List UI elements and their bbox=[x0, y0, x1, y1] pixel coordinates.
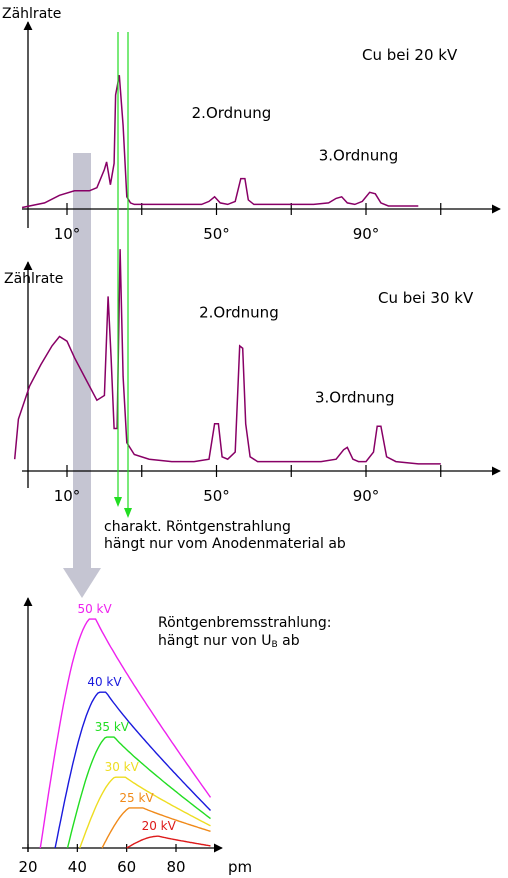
x-axis-unit: pm bbox=[228, 858, 252, 876]
peak-label: 3.Ordnung bbox=[315, 389, 395, 407]
chart-bremsstrahlung: pm 20 40 60 80 50 kV 40 kV 35 kV 30 kV 25 kV 20 … bbox=[18, 597, 332, 876]
x-tick-label: 60 bbox=[117, 858, 136, 876]
bremsstrahlung-title: Röntgenbremsstrahlung: bbox=[158, 615, 332, 631]
curve-label: 25 kV bbox=[119, 791, 154, 805]
curve-label: 20 kV bbox=[142, 819, 177, 833]
bremsstrahlung-curve bbox=[101, 807, 211, 849]
characteristic-peak-guides bbox=[114, 32, 132, 518]
big-transition-arrow bbox=[63, 153, 101, 598]
x-tick-label: 20 bbox=[18, 858, 37, 876]
x-tick-label: 50° bbox=[203, 487, 230, 505]
y-axis-label: Zählrate bbox=[4, 271, 63, 287]
x-tick-label: 50° bbox=[203, 225, 230, 243]
chart-cu-30kv: Zählrate Cu bei 30 kV 10° 50° 90° 2.Ordnun… bbox=[4, 249, 501, 505]
x-tick-label: 10° bbox=[54, 487, 81, 505]
bremsstrahlung-curve bbox=[79, 776, 211, 849]
y-axis-label: Zählrate bbox=[2, 6, 61, 22]
chart-annotation: Cu bei 30 kV bbox=[378, 289, 474, 307]
peak-label: 2.Ordnung bbox=[192, 104, 272, 122]
bremsstrahlung-curve bbox=[54, 691, 212, 849]
characteristic-note: charakt. Röntgenstrahlung hängt nur vom … bbox=[104, 519, 346, 552]
x-tick-label: 10° bbox=[54, 225, 81, 243]
bremsstrahlung-subtitle: hängt nur von UB ab bbox=[158, 633, 300, 650]
spectrum-line bbox=[13, 249, 441, 465]
bremsstrahlung-curve bbox=[126, 835, 211, 849]
curve-label: 35 kV bbox=[95, 720, 130, 734]
peak-label: 2.Ordnung bbox=[199, 304, 279, 322]
curve-label: 50 kV bbox=[77, 602, 112, 616]
curve-label: 40 kV bbox=[87, 675, 122, 689]
chart-cu-20kv: Zählrate Cu bei 20 kV 10° 50° 90° 2.Ordnun… bbox=[2, 6, 501, 243]
chart-annotation: Cu bei 20 kV bbox=[362, 46, 458, 64]
curve-label: 30 kV bbox=[105, 760, 140, 774]
x-tick-label: 90° bbox=[353, 225, 380, 243]
note-line-1: charakt. Röntgenstrahlung bbox=[104, 519, 291, 535]
guide-arrowhead bbox=[124, 508, 132, 518]
note-line-2: hängt nur vom Anodenmaterial ab bbox=[104, 536, 346, 552]
x-tick-label: 40 bbox=[68, 858, 87, 876]
bremsstrahlung-curve bbox=[39, 618, 212, 849]
spectrum-line bbox=[21, 75, 419, 209]
peak-label: 3.Ordnung bbox=[319, 146, 399, 164]
x-tick-label: 90° bbox=[353, 487, 380, 505]
x-tick-label: 80 bbox=[166, 858, 185, 876]
bremsstrahlung-curve bbox=[66, 736, 211, 849]
guide-arrowhead bbox=[114, 497, 122, 507]
